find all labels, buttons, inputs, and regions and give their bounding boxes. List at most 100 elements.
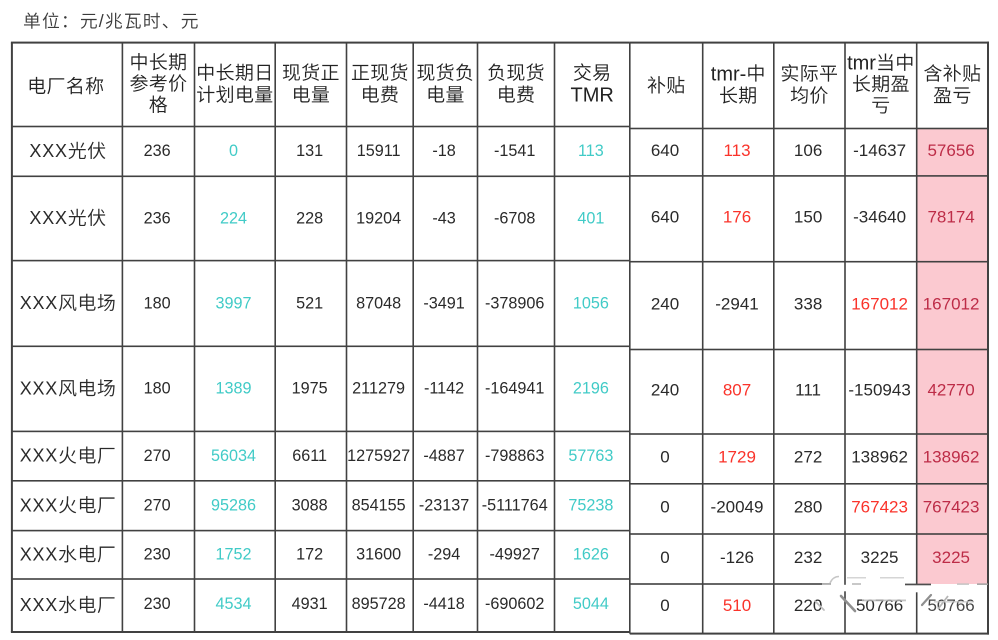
svg-text:180: 180 <box>144 380 171 398</box>
svg-text:-4418: -4418 <box>423 595 464 613</box>
svg-text:XXX: XXX <box>29 141 67 161</box>
svg-text:-378906: -378906 <box>485 294 544 312</box>
svg-text:tmr-: tmr- <box>711 63 747 85</box>
svg-text:1752: 1752 <box>215 546 251 564</box>
svg-text:131: 131 <box>296 142 323 160</box>
svg-text:1275927: 1275927 <box>347 447 410 465</box>
svg-text:807: 807 <box>723 381 751 400</box>
svg-text:113: 113 <box>578 142 604 160</box>
svg-text:0: 0 <box>660 596 669 615</box>
svg-text:401: 401 <box>577 209 604 227</box>
svg-text:280: 280 <box>794 498 822 517</box>
svg-text:240: 240 <box>651 381 679 400</box>
svg-text:176: 176 <box>723 208 751 227</box>
svg-text:272: 272 <box>794 448 822 467</box>
svg-text:167012: 167012 <box>851 294 908 313</box>
svg-text:0: 0 <box>229 142 238 160</box>
svg-text:224: 224 <box>220 209 247 227</box>
svg-text:15911: 15911 <box>357 142 401 160</box>
svg-text:640: 640 <box>651 208 679 227</box>
svg-text:TMR: TMR <box>571 85 614 107</box>
svg-text:56034: 56034 <box>211 447 256 465</box>
svg-text:-1541: -1541 <box>494 142 535 160</box>
svg-text:0: 0 <box>660 498 669 517</box>
svg-text:-18: -18 <box>432 142 455 160</box>
svg-text:57763: 57763 <box>568 447 613 465</box>
svg-text:270: 270 <box>144 447 171 465</box>
svg-text:-34640: -34640 <box>853 208 906 227</box>
svg-text:78174: 78174 <box>927 208 974 227</box>
svg-text:-150943: -150943 <box>848 381 910 400</box>
svg-text:-43: -43 <box>432 209 455 227</box>
svg-text:138962: 138962 <box>851 448 908 467</box>
svg-text:XXX: XXX <box>20 495 58 515</box>
svg-text:50766: 50766 <box>927 596 974 615</box>
svg-text:-3491: -3491 <box>423 294 464 312</box>
svg-text:232: 232 <box>794 548 822 567</box>
svg-text:50766: 50766 <box>856 596 903 615</box>
svg-text:-2941: -2941 <box>715 294 758 313</box>
svg-text:895728: 895728 <box>352 595 406 613</box>
svg-text:240: 240 <box>651 294 679 313</box>
svg-text:-1142: -1142 <box>424 380 464 398</box>
svg-text:230: 230 <box>144 546 171 564</box>
svg-text:138962: 138962 <box>923 448 980 467</box>
svg-text:3088: 3088 <box>292 497 328 515</box>
svg-text:767423: 767423 <box>851 498 908 517</box>
svg-text:-4887: -4887 <box>423 447 464 465</box>
svg-text:XXX: XXX <box>20 446 58 466</box>
svg-text:640: 640 <box>651 141 679 160</box>
svg-text:3225: 3225 <box>861 548 899 567</box>
svg-text:150: 150 <box>794 208 822 227</box>
svg-text:-690602: -690602 <box>485 595 544 613</box>
svg-text:XXX: XXX <box>20 544 58 564</box>
svg-text:57656: 57656 <box>927 141 974 160</box>
svg-text:1626: 1626 <box>573 546 609 564</box>
svg-text:19204: 19204 <box>356 209 401 227</box>
svg-text:87048: 87048 <box>356 294 401 312</box>
svg-text:236: 236 <box>144 142 171 160</box>
svg-text:228: 228 <box>296 209 323 227</box>
svg-text:113: 113 <box>723 141 750 160</box>
svg-text:270: 270 <box>144 497 171 515</box>
svg-text:0: 0 <box>660 448 669 467</box>
svg-text:6611: 6611 <box>292 447 327 465</box>
svg-text:tmr: tmr <box>847 53 876 75</box>
svg-text:106: 106 <box>794 141 822 160</box>
svg-text:95286: 95286 <box>211 497 256 515</box>
svg-text:211279: 211279 <box>352 380 405 398</box>
svg-text:338: 338 <box>794 294 822 313</box>
svg-text:-6708: -6708 <box>494 209 535 227</box>
svg-text:3225: 3225 <box>932 548 970 567</box>
svg-text:-20049: -20049 <box>711 498 764 517</box>
svg-text:510: 510 <box>723 596 751 615</box>
svg-text:111: 111 <box>795 381 821 400</box>
svg-text:-14637: -14637 <box>853 141 906 160</box>
svg-text:XXX: XXX <box>20 293 58 313</box>
svg-text:4534: 4534 <box>215 595 251 613</box>
svg-text:-49927: -49927 <box>489 546 539 564</box>
svg-text:172: 172 <box>296 546 323 564</box>
svg-text:220: 220 <box>794 596 822 615</box>
svg-text:/: / <box>99 11 104 31</box>
svg-text:31600: 31600 <box>356 546 401 564</box>
svg-text:167012: 167012 <box>923 294 980 313</box>
svg-text:1389: 1389 <box>215 380 251 398</box>
svg-text:75238: 75238 <box>568 497 613 515</box>
svg-text:XXX: XXX <box>20 378 58 398</box>
svg-text:-23137: -23137 <box>419 497 469 515</box>
svg-text:2196: 2196 <box>573 380 609 398</box>
svg-text:-294: -294 <box>428 546 460 564</box>
svg-text:854155: 854155 <box>352 497 406 515</box>
svg-text:236: 236 <box>144 209 171 227</box>
svg-text:230: 230 <box>144 595 171 613</box>
svg-text:-164941: -164941 <box>485 380 544 398</box>
svg-text:5044: 5044 <box>573 595 609 613</box>
svg-text:XXX: XXX <box>29 208 67 228</box>
svg-text:1056: 1056 <box>573 294 609 312</box>
svg-text:-798863: -798863 <box>485 447 544 465</box>
svg-text:521: 521 <box>296 294 323 312</box>
svg-text:3997: 3997 <box>215 294 251 312</box>
svg-text:-126: -126 <box>720 548 754 567</box>
svg-text:1729: 1729 <box>718 448 756 467</box>
